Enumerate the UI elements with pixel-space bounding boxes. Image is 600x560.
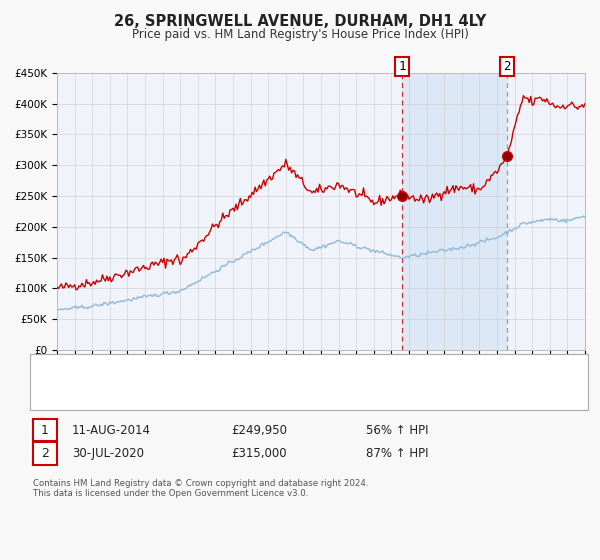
Bar	[403, 73, 507, 350]
Text: 26, SPRINGWELL AVENUE, DURHAM, DH1 4LY (detached house): 26, SPRINGWELL AVENUE, DURHAM, DH1 4LY (…	[90, 366, 419, 376]
Text: Contains HM Land Registry data © Crown copyright and database right 2024.
This d: Contains HM Land Registry data © Crown c…	[33, 479, 368, 498]
Text: 2: 2	[503, 60, 511, 73]
Text: £249,950: £249,950	[231, 423, 287, 437]
Text: 11-AUG-2014: 11-AUG-2014	[72, 423, 151, 437]
Text: Price paid vs. HM Land Registry's House Price Index (HPI): Price paid vs. HM Land Registry's House …	[131, 28, 469, 41]
Text: 87% ↑ HPI: 87% ↑ HPI	[366, 447, 428, 460]
Text: HPI: Average price, detached house, County Durham: HPI: Average price, detached house, Coun…	[90, 389, 365, 399]
Text: 30-JUL-2020: 30-JUL-2020	[72, 447, 144, 460]
Text: 2: 2	[41, 447, 49, 460]
Text: 56% ↑ HPI: 56% ↑ HPI	[366, 423, 428, 437]
Text: £315,000: £315,000	[231, 447, 287, 460]
Text: 1: 1	[398, 60, 406, 73]
Text: 26, SPRINGWELL AVENUE, DURHAM, DH1 4LY: 26, SPRINGWELL AVENUE, DURHAM, DH1 4LY	[114, 14, 486, 29]
Text: 1: 1	[41, 423, 49, 437]
